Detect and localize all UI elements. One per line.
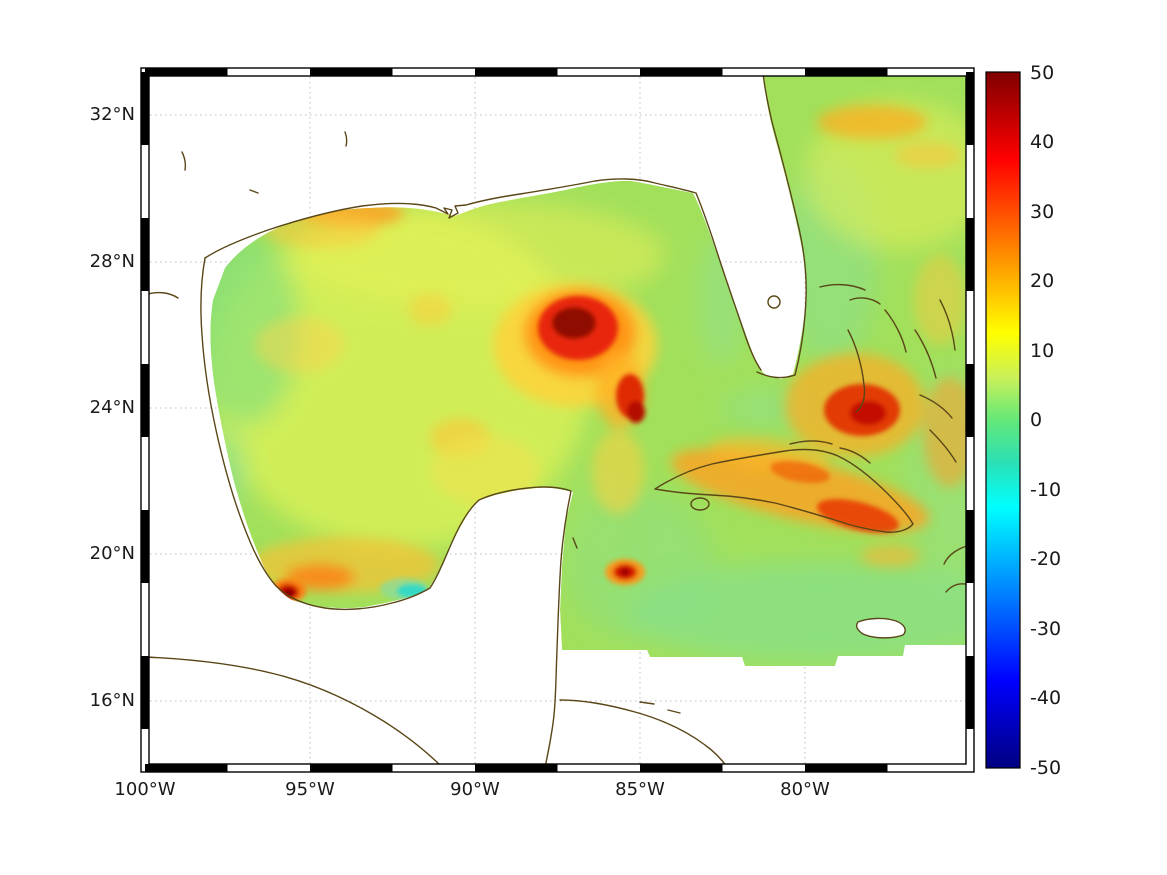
lat-tick-label: 32°N [89, 104, 135, 125]
anomaly-cores [270, 296, 900, 603]
colorbar-tick-label: -10 [1030, 479, 1062, 501]
campeche-cool-spot [397, 584, 427, 598]
lat-tick-label: 28°N [89, 251, 135, 272]
lon-tick-label: 80°W [780, 779, 830, 800]
coastline-cuban-cays [789, 440, 871, 464]
colorbar-tick-label: 50 [1030, 62, 1055, 84]
coastline-florida-keys [756, 371, 796, 379]
colorbar-tick-label: 30 [1030, 201, 1055, 223]
colorbar-tick-label: -20 [1030, 548, 1062, 570]
coastline-mexico-yucatan [200, 257, 572, 768]
lon-tick-label: 85°W [615, 779, 665, 800]
coastline-bahamas [819, 283, 957, 463]
colorbar-tick-label: -50 [1030, 757, 1062, 779]
colorbar-tick-label: 0 [1030, 409, 1043, 431]
lon-tick-label: 90°W [450, 779, 500, 800]
colorbar [985, 71, 1021, 769]
lake-okeechobee [767, 295, 781, 309]
coastline-north-gulf [204, 178, 762, 371]
lat-tick-label: 24°N [89, 397, 135, 418]
map-frame [140, 67, 975, 773]
coastline-honduras [559, 699, 729, 768]
lat-tick-label: 20°N [89, 543, 135, 564]
coastline-jamaica [855, 617, 906, 639]
lon-tick-label: 95°W [285, 779, 335, 800]
colorbar-tick-label: -40 [1030, 687, 1062, 709]
data-field [210, 72, 970, 666]
colorbar-tick-label: 10 [1030, 340, 1055, 362]
lat-tick-label: 16°N [89, 690, 135, 711]
coastline-florida-east [762, 72, 807, 376]
coastlines [145, 72, 970, 768]
coastline-cuba [654, 448, 914, 533]
isle-of-youth [690, 497, 710, 511]
colorbar-gradient [985, 71, 1021, 769]
loop-current-eddy-core [552, 307, 596, 339]
colorbar-tick-label: 40 [1030, 131, 1055, 153]
colorbar-tick-label: -30 [1030, 618, 1062, 640]
coastline-pacific-mexico [145, 656, 444, 768]
coastline-small-islands [145, 131, 578, 549]
lon-tick-label: 100°W [114, 779, 176, 800]
colorbar-tick-label: 20 [1030, 270, 1055, 292]
